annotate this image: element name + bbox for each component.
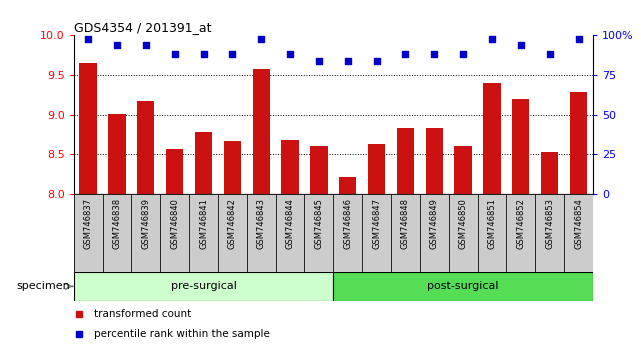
- Bar: [160, 194, 189, 272]
- Text: GDS4354 / 201391_at: GDS4354 / 201391_at: [74, 21, 212, 34]
- Point: [429, 52, 440, 57]
- Bar: [131, 194, 160, 272]
- Text: GSM746844: GSM746844: [285, 198, 295, 249]
- Bar: [103, 194, 131, 272]
- Bar: [333, 194, 362, 272]
- Text: specimen: specimen: [17, 281, 71, 291]
- Text: GSM746841: GSM746841: [199, 198, 208, 249]
- Bar: [368, 144, 385, 194]
- Point: [169, 52, 179, 57]
- Bar: [478, 194, 506, 272]
- Text: post-surgical: post-surgical: [428, 281, 499, 291]
- Bar: [454, 147, 472, 194]
- Text: GSM746853: GSM746853: [545, 198, 554, 249]
- Text: GSM746848: GSM746848: [401, 198, 410, 249]
- Bar: [541, 152, 558, 194]
- Point: [372, 58, 382, 64]
- Text: GSM746846: GSM746846: [343, 198, 353, 249]
- Bar: [224, 141, 241, 194]
- Text: GSM746847: GSM746847: [372, 198, 381, 249]
- Point: [458, 52, 468, 57]
- Text: GSM746850: GSM746850: [458, 198, 468, 249]
- Point: [342, 58, 353, 64]
- Text: GSM746845: GSM746845: [314, 198, 324, 249]
- Text: GSM746843: GSM746843: [256, 198, 266, 249]
- Text: GSM746854: GSM746854: [574, 198, 583, 249]
- Bar: [339, 177, 356, 194]
- Text: GSM746842: GSM746842: [228, 198, 237, 249]
- Point: [228, 52, 238, 57]
- Point: [515, 42, 526, 48]
- Text: GSM746851: GSM746851: [487, 198, 497, 249]
- Bar: [281, 140, 299, 194]
- Bar: [166, 149, 183, 194]
- Bar: [483, 83, 501, 194]
- Bar: [247, 194, 276, 272]
- Point: [285, 52, 295, 57]
- Text: GSM746852: GSM746852: [516, 198, 526, 249]
- Bar: [74, 194, 103, 272]
- Bar: [420, 194, 449, 272]
- Point: [400, 52, 410, 57]
- Text: pre-surgical: pre-surgical: [171, 281, 237, 291]
- Point: [487, 36, 497, 41]
- Bar: [449, 194, 478, 272]
- Bar: [137, 101, 154, 194]
- Text: GSM746839: GSM746839: [141, 198, 151, 249]
- Point: [574, 36, 584, 41]
- Point: [199, 52, 209, 57]
- Bar: [362, 194, 391, 272]
- Text: GSM746838: GSM746838: [112, 198, 122, 249]
- Bar: [426, 128, 443, 194]
- Bar: [276, 194, 304, 272]
- Bar: [570, 92, 587, 194]
- Bar: [74, 272, 333, 301]
- Bar: [218, 194, 247, 272]
- Point: [112, 42, 122, 48]
- Bar: [253, 69, 270, 194]
- Bar: [189, 194, 218, 272]
- Text: GSM746837: GSM746837: [83, 198, 93, 249]
- Bar: [564, 194, 593, 272]
- Text: GSM746840: GSM746840: [170, 198, 179, 249]
- Text: GSM746849: GSM746849: [429, 198, 439, 249]
- Bar: [506, 194, 535, 272]
- Point: [256, 36, 267, 41]
- Point: [83, 36, 94, 41]
- Bar: [195, 132, 212, 194]
- Bar: [535, 194, 564, 272]
- Bar: [310, 147, 328, 194]
- Bar: [391, 194, 420, 272]
- Bar: [333, 272, 593, 301]
- Point: [314, 58, 324, 64]
- Text: transformed count: transformed count: [94, 309, 192, 319]
- Text: percentile rank within the sample: percentile rank within the sample: [94, 329, 271, 339]
- Bar: [512, 99, 529, 194]
- Bar: [397, 128, 414, 194]
- Point: [545, 52, 555, 57]
- Bar: [79, 63, 97, 194]
- Bar: [108, 114, 126, 194]
- Point: [140, 42, 151, 48]
- Bar: [304, 194, 333, 272]
